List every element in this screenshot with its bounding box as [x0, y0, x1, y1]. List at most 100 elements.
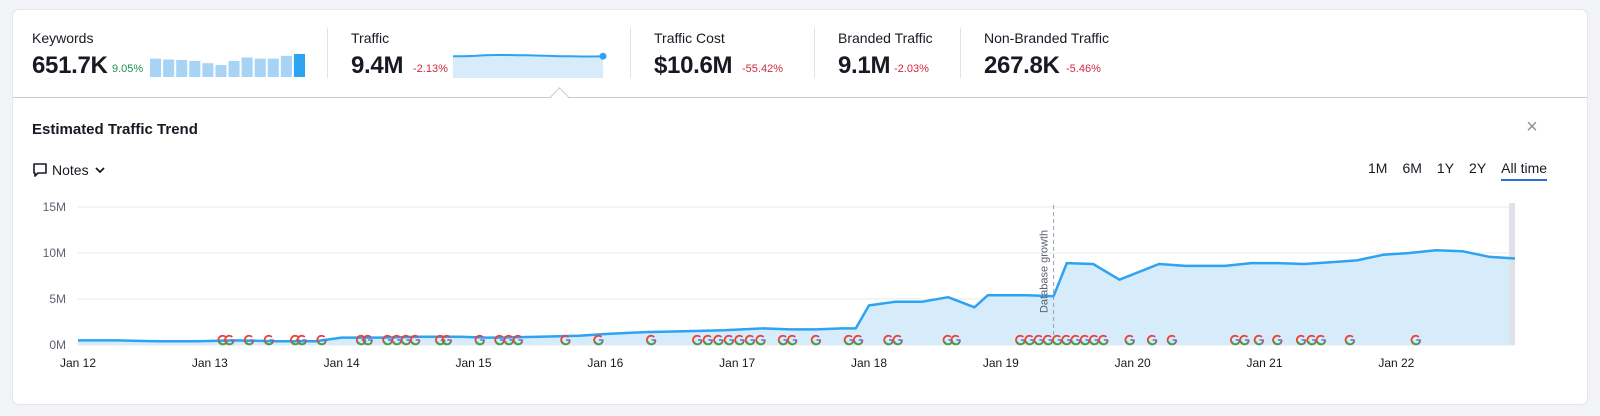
google-update-icon [1166, 334, 1178, 346]
notes-dropdown[interactable]: Notes [32, 160, 111, 180]
google-arc-green [943, 341, 953, 346]
google-arc-green [646, 341, 656, 346]
x-tick-label: Jan 20 [1115, 356, 1151, 370]
sparkline-bar [215, 65, 227, 77]
google-arc-green [853, 341, 863, 346]
google-arc-green [714, 341, 723, 346]
metric-branded-traffic[interactable]: Branded Traffic 9.1M -2.03% [838, 30, 968, 80]
google-update-icon [512, 334, 524, 346]
google-arc-green [392, 341, 402, 346]
sparkline-bar [280, 55, 292, 77]
google-arc-green [495, 341, 504, 346]
x-tick-label: Jan 19 [983, 356, 1019, 370]
google-arc-green [1043, 341, 1053, 346]
google-arc-green [264, 341, 274, 346]
metric-non-branded-traffic[interactable]: Non-Branded Traffic 267.8K -5.46% [984, 30, 1154, 80]
x-tick-label: Jan 16 [587, 356, 623, 370]
metric-separator [327, 28, 328, 78]
chevron-down-icon [94, 167, 105, 174]
x-tick-label: Jan 14 [324, 356, 360, 370]
range-1y[interactable]: 1Y [1436, 160, 1455, 176]
metric-traffic-cost[interactable]: Traffic Cost $10.6M -55.42% [654, 30, 824, 80]
x-tick-label: Jan 18 [851, 356, 887, 370]
google-arc-green [884, 341, 893, 346]
google-arc-green [756, 341, 765, 346]
google-arc-green [787, 341, 797, 346]
x-tick-label: Jan 21 [1246, 356, 1282, 370]
google-arc-green [513, 341, 523, 346]
google-arc-green [724, 341, 734, 346]
notes-label: Notes [52, 162, 89, 178]
google-update-icon [1344, 334, 1356, 346]
traffic-sparkline [453, 52, 607, 78]
range-6m[interactable]: 6M [1402, 160, 1422, 176]
metric-value: 651.7K [32, 52, 108, 79]
range-selector: 1M 6M 1Y 2Y All time [1353, 160, 1548, 181]
google-arc-green [1089, 341, 1099, 346]
google-update-icon [810, 334, 822, 346]
google-arc-green [475, 341, 485, 346]
google-update-icon [1295, 334, 1307, 346]
x-tick-label: Jan 15 [455, 356, 491, 370]
google-update-icon [1272, 334, 1283, 346]
google-arc-green [1254, 341, 1264, 346]
sparkline-bar [163, 59, 175, 77]
google-update-icon [755, 334, 766, 346]
google-update-icon [852, 334, 864, 346]
metric-delta: 9.05% [112, 63, 144, 75]
google-update-icon [410, 334, 421, 346]
google-arc-green [811, 341, 821, 346]
google-arc-green [1240, 341, 1249, 346]
range-1m[interactable]: 1M [1368, 160, 1388, 176]
google-arc-green [1025, 341, 1034, 346]
sparkline-bar [176, 59, 188, 77]
traffic-trend-chart: 0M 5M 10M 15M Jan 12 Jan 13 Jan 14 Jan 15 Jan 16… [43, 200, 1516, 370]
google-arc-green [735, 341, 744, 346]
note-bubble-icon [33, 163, 47, 177]
sparkline-area [453, 55, 603, 78]
google-update-icon [713, 334, 724, 346]
metric-delta: -2.13% [413, 63, 448, 75]
metric-keywords[interactable]: Keywords 651.7K 9.05% [32, 30, 322, 80]
google-arc-green [1345, 341, 1355, 346]
google-update-icon [692, 334, 703, 346]
google-arc-green [594, 341, 603, 346]
google-update-icon [744, 334, 756, 346]
metric-traffic[interactable]: Traffic 9.4M -2.13% [351, 30, 611, 80]
range-2y[interactable]: 2Y [1469, 160, 1487, 176]
x-tick-label: Jan 22 [1378, 356, 1414, 370]
google-update-icon [474, 334, 485, 346]
hover-band [1509, 203, 1515, 345]
google-arc-green [1147, 341, 1157, 346]
close-icon[interactable]: × [1526, 116, 1538, 138]
google-update-icon [1239, 334, 1250, 346]
google-update-icon [1098, 334, 1109, 346]
google-arc-green [383, 341, 392, 346]
y-tick-label: 15M [43, 200, 66, 214]
series-line [78, 248, 1516, 343]
metric-value: 9.4M [351, 52, 404, 79]
google-arc-green [504, 341, 514, 346]
sparkline-bar [267, 58, 279, 77]
traffic-overview-card: Keywords 651.7K 9.05% Traffic 9.4M -2.13… [13, 10, 1587, 404]
google-arc-green [1125, 341, 1135, 346]
metric-separator [960, 28, 961, 78]
y-tick-label: 10M [43, 246, 66, 260]
metric-label: Non-Branded Traffic [984, 30, 1110, 46]
google-arc-green [778, 341, 788, 346]
google-arc-green [363, 341, 373, 346]
google-arc-green [1296, 341, 1306, 346]
x-tick-label: Jan 17 [719, 356, 755, 370]
google-arc-green [224, 341, 234, 346]
sparkline-bar [202, 63, 214, 77]
range-all-time[interactable]: All time [1501, 160, 1548, 181]
google-arc-green [745, 341, 755, 346]
google-update-icon [1124, 334, 1135, 346]
google-update-icon [892, 334, 903, 346]
google-update-icon [1253, 334, 1265, 346]
annotation-label: Database growth [1039, 230, 1051, 313]
google-arc-green [1316, 341, 1326, 346]
google-arc-green [1230, 341, 1240, 346]
google-arc-green [1052, 341, 1062, 346]
google-update-icon [734, 334, 745, 346]
